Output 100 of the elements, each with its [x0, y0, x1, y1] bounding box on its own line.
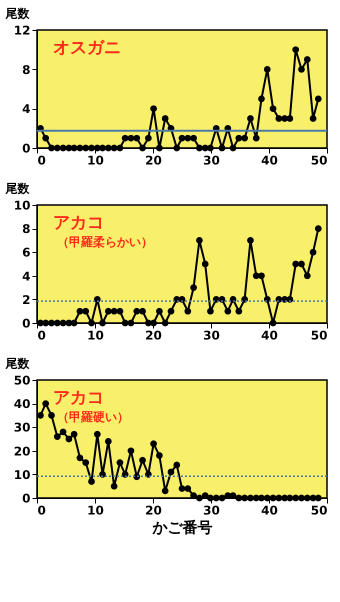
point	[292, 260, 300, 268]
point	[60, 320, 66, 326]
point	[292, 46, 300, 54]
point	[60, 144, 66, 152]
point	[270, 320, 276, 326]
point	[304, 494, 311, 502]
point	[122, 134, 129, 142]
point	[150, 105, 157, 112]
point	[54, 433, 61, 440]
y-tick-label: 4	[22, 269, 30, 284]
point	[94, 430, 101, 438]
point	[190, 134, 197, 142]
y-tick-label: 6	[22, 246, 30, 260]
point	[156, 144, 163, 152]
point	[70, 430, 78, 438]
x-tick-label: 0	[38, 328, 46, 342]
point	[184, 485, 192, 492]
x-tick-label: 10	[87, 504, 104, 518]
x-tick-label: 40	[261, 328, 278, 342]
y-tick-label: 0	[22, 142, 30, 156]
y-axis-title: 尾数	[4, 356, 30, 370]
point	[82, 144, 90, 152]
point	[76, 308, 84, 315]
y-tick-label: 40	[14, 397, 30, 412]
point	[82, 308, 90, 315]
point	[82, 459, 90, 466]
point	[70, 320, 78, 326]
point	[76, 144, 84, 152]
x-axis-title: かご番号	[152, 518, 212, 536]
y-tick-label: 50	[14, 374, 30, 388]
point	[184, 134, 192, 142]
point	[252, 134, 260, 142]
point	[122, 320, 129, 326]
x-tick-label: 20	[145, 328, 162, 342]
point	[139, 144, 146, 152]
point	[173, 144, 180, 152]
point	[196, 144, 203, 152]
point	[286, 115, 294, 122]
point	[145, 134, 152, 142]
point	[241, 134, 248, 142]
point	[314, 95, 322, 102]
annotation: オスガニ	[53, 38, 121, 58]
point	[258, 272, 265, 280]
point	[286, 494, 294, 502]
point	[48, 320, 55, 326]
y-tick-label: 20	[14, 444, 30, 458]
point	[128, 320, 134, 326]
point	[292, 494, 300, 502]
point	[235, 494, 242, 502]
point	[247, 115, 254, 122]
point	[128, 134, 134, 142]
y-tick-label: 0	[22, 492, 30, 506]
point	[150, 440, 157, 448]
x-tick-label: 40	[261, 504, 278, 518]
point	[54, 320, 61, 326]
point	[150, 320, 157, 326]
point	[128, 447, 134, 454]
x-tick-label: 40	[261, 154, 278, 168]
point	[66, 436, 72, 442]
y-tick-label: 10	[14, 468, 30, 482]
annotation: （甲羅柔らかい）	[57, 235, 153, 249]
y-tick-label: 8	[22, 222, 30, 236]
point	[304, 272, 311, 280]
x-tick-label: 0	[38, 504, 46, 518]
point	[235, 308, 242, 315]
point	[202, 260, 209, 268]
annotation: （甲羅硬い）	[57, 410, 129, 424]
y-axis-title: 尾数	[4, 6, 30, 20]
point	[48, 412, 55, 419]
x-tick-label: 10	[87, 328, 104, 342]
y-tick-label: 0	[22, 316, 30, 330]
point	[156, 308, 163, 315]
y-tick-label: 4	[22, 102, 30, 116]
point	[270, 494, 276, 502]
point	[270, 105, 276, 112]
y-tick-label: 8	[22, 62, 30, 77]
point	[310, 115, 316, 122]
point	[264, 494, 271, 502]
y-tick-label: 10	[14, 198, 30, 212]
point	[314, 225, 322, 232]
point	[212, 494, 220, 502]
point	[162, 115, 169, 122]
point	[88, 144, 95, 152]
x-tick-label: 30	[203, 328, 220, 342]
point	[104, 144, 112, 152]
point	[235, 134, 242, 142]
y-axis-title: 尾数	[4, 182, 30, 196]
point	[314, 494, 322, 502]
point	[133, 308, 140, 315]
point	[190, 284, 197, 291]
x-tick-label: 20	[145, 154, 162, 168]
point	[76, 454, 84, 462]
point	[207, 308, 214, 315]
point	[162, 320, 169, 326]
point	[88, 478, 95, 485]
point	[168, 468, 174, 476]
point	[110, 482, 118, 490]
point	[241, 494, 248, 502]
point	[139, 308, 146, 315]
point	[258, 494, 265, 502]
